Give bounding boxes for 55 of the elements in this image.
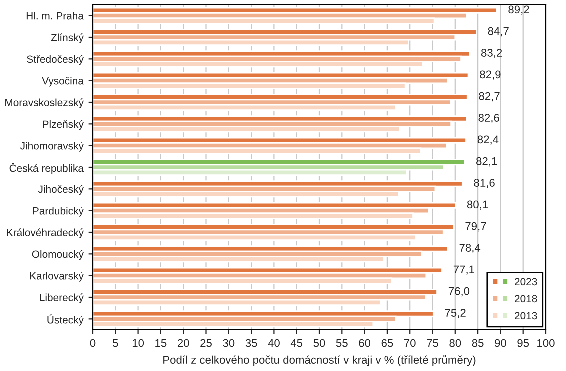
- data-label: 75,2: [445, 309, 466, 318]
- x-tick-label: 0: [90, 339, 96, 348]
- x-tick-label: 75: [427, 339, 438, 348]
- data-label: 89,2: [508, 6, 530, 15]
- data-label: 76,0: [448, 287, 470, 297]
- x-tick-label: 95: [518, 339, 530, 348]
- x-tick-label: 10: [132, 339, 144, 348]
- y-tick-label: Hl. m. Praha: [26, 12, 84, 20]
- y-tick-label: Pardubický: [33, 207, 84, 217]
- x-tick-label: 70: [404, 339, 416, 348]
- y-tick-label: Plzeňský: [43, 120, 84, 130]
- legend-label: 2013: [515, 312, 538, 320]
- data-label: 78,4: [460, 244, 481, 254]
- x-tick-label: 60: [359, 339, 371, 348]
- x-tick-label: 90: [495, 339, 506, 348]
- y-tick-label: Královéhradecký: [7, 228, 84, 238]
- data-label: 77,1: [454, 266, 474, 275]
- y-tick-label: Jihomoravský: [20, 142, 84, 152]
- x-tick-label: 55: [336, 339, 348, 348]
- y-tick-label: Moravskoslezský: [6, 98, 84, 108]
- y-tick-label: Ústecký: [48, 314, 84, 326]
- x-tick-label: 15: [156, 339, 167, 348]
- x-tick-label: 45: [290, 339, 303, 348]
- data-label: 82,1: [476, 157, 498, 167]
- x-tick-label: 65: [382, 339, 394, 348]
- x-tick-label: 25: [200, 339, 212, 348]
- legend-label: 2018: [515, 295, 538, 303]
- y-tick-label: Liberecký: [40, 294, 84, 304]
- data-label: 82,4: [478, 136, 499, 145]
- x-tick-label: 20: [178, 339, 190, 348]
- x-tick-label: 50: [314, 339, 326, 348]
- data-label: 82,6: [478, 114, 500, 124]
- x-tick-label: 30: [223, 339, 235, 348]
- y-tick-label: Zlínský: [51, 34, 84, 44]
- x-tick-label: 5: [113, 339, 118, 348]
- y-tick-label: Karlovarský: [30, 272, 84, 282]
- data-label: 84,7: [488, 27, 509, 37]
- data-label: 79,7: [466, 222, 486, 232]
- legend-label: 2023: [515, 278, 538, 286]
- y-tick-label: Česká republika: [10, 162, 84, 174]
- x-axis-title: Podíl z celkového počtu domácností v kraji v % (tříleté průměry): [164, 354, 476, 366]
- y-tick-label: Středočeský: [27, 55, 84, 66]
- x-tick-label: 100: [538, 339, 555, 348]
- y-tick-label: Vysočina: [42, 77, 84, 87]
- x-tick-label: 35: [246, 339, 258, 348]
- data-label: 83,2: [481, 49, 502, 58]
- y-tick-label: Olomoucký: [32, 250, 84, 260]
- data-label: 81,6: [474, 179, 495, 188]
- x-tick-label: 40: [268, 339, 280, 348]
- data-label: 82,9: [480, 70, 501, 80]
- x-tick-label: 80: [450, 339, 462, 348]
- data-label: 80,1: [467, 200, 488, 210]
- data-label: 82,7: [479, 92, 500, 102]
- x-tick-label: 85: [472, 339, 484, 348]
- y-tick-label: Jihočeský: [38, 185, 84, 196]
